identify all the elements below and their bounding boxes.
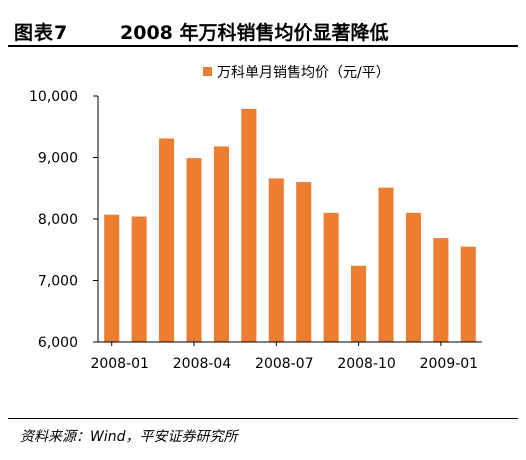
y-tick-label: 10,000 xyxy=(29,89,78,105)
bar-2008-04 xyxy=(186,158,202,342)
bar-2008-11 xyxy=(378,187,394,342)
x-tick-label: 2008-04 xyxy=(173,356,232,372)
footer-rule xyxy=(8,418,518,419)
bar-2008-10 xyxy=(351,265,367,342)
bar-2008-07 xyxy=(268,178,284,342)
bar-2009-02 xyxy=(460,246,476,342)
y-tick-label: 6,000 xyxy=(38,335,78,351)
x-axis: 2008-01 2008-04 2008-07 2008-10 2009-01 xyxy=(90,341,482,372)
y-tick-label: 9,000 xyxy=(38,151,78,167)
x-tick-label: 2008-10 xyxy=(337,356,396,372)
bar-2008-02 xyxy=(131,216,147,342)
bar-2008-12 xyxy=(405,212,421,342)
y-axis: 6,000 7,000 8,000 9,000 10,000 xyxy=(29,89,99,351)
x-tick-label: 2009-01 xyxy=(420,356,479,372)
x-tick-label: 2008-01 xyxy=(90,356,149,372)
figure-label: 图表7 xyxy=(14,22,69,44)
bar-2008-09 xyxy=(323,212,339,342)
legend-label: 万科单月销售均价（元/平） xyxy=(217,65,390,81)
source-note: 资料来源：Wind，平安证券研究所 xyxy=(20,429,238,445)
header-rule xyxy=(8,45,518,47)
y-tick-label: 8,000 xyxy=(38,212,78,228)
figure-header: 图表7 2008 年万科销售均价显著降低 xyxy=(8,14,518,44)
y-tick-label: 7,000 xyxy=(38,274,78,290)
bar-2009-01 xyxy=(433,238,449,342)
bar-2008-01 xyxy=(104,214,120,342)
chart-legend: 万科单月销售均价（元/平） xyxy=(203,65,390,81)
bar-2008-03 xyxy=(159,138,175,342)
bar-2008-08 xyxy=(296,182,312,342)
bars-group xyxy=(104,108,476,342)
legend-swatch xyxy=(203,67,212,76)
bar-2008-05 xyxy=(213,146,229,342)
figure-title: 2008 年万科销售均价显著降低 xyxy=(120,22,389,44)
bar-2008-06 xyxy=(241,108,257,342)
x-tick-label: 2008-07 xyxy=(255,356,314,372)
